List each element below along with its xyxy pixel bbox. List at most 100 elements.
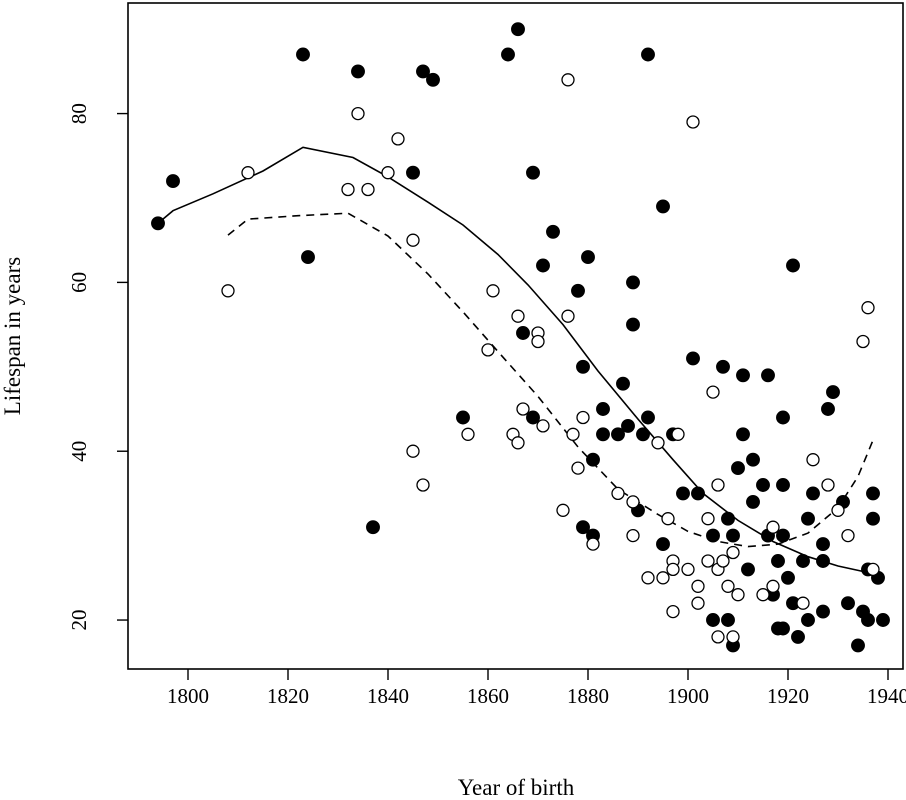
filled-point	[611, 427, 625, 442]
open-point	[561, 73, 575, 87]
filled-point	[426, 72, 440, 87]
filled-point	[866, 486, 880, 501]
filled-point	[656, 537, 670, 552]
open-point	[706, 385, 720, 399]
filled-point	[786, 258, 800, 273]
open-point	[536, 419, 550, 433]
open-point	[866, 562, 880, 577]
open-point	[571, 461, 585, 475]
y-tick-label: 80	[67, 103, 91, 124]
open-point	[856, 334, 870, 349]
filled-point	[796, 554, 810, 568]
filled-point	[771, 554, 785, 568]
dashed-trend-line	[227, 212, 874, 548]
open-point	[481, 343, 495, 357]
filled-point	[516, 326, 530, 340]
open-point	[821, 478, 835, 492]
open-point	[516, 402, 530, 416]
filled-point	[151, 216, 165, 231]
open-point	[361, 182, 375, 197]
filled-point	[621, 418, 635, 433]
filled-point	[416, 64, 430, 79]
open-point	[651, 436, 665, 450]
open-point	[806, 453, 820, 467]
filled-point	[571, 283, 585, 298]
open-point	[566, 427, 580, 441]
open-point	[666, 562, 680, 577]
y-tick-label: 40	[67, 441, 91, 462]
filled-point	[676, 486, 690, 501]
filled-point	[351, 64, 365, 79]
x-tick-label: 1840	[367, 684, 409, 708]
filled-point	[851, 638, 865, 653]
filled-point	[301, 250, 315, 265]
filled-point	[776, 410, 790, 425]
y-axis-title: Lifespan in years	[0, 257, 25, 415]
filled-point	[586, 452, 600, 467]
open-point	[656, 571, 670, 585]
solid-trend-line	[157, 146, 874, 575]
open-point	[511, 309, 525, 323]
filled-point	[596, 427, 610, 442]
filled-point	[636, 427, 650, 442]
x-tick-label: 1900	[667, 684, 709, 708]
y-tick-label: 20	[67, 610, 91, 631]
open-point	[716, 554, 730, 568]
data-points	[151, 22, 890, 653]
filled-point	[826, 385, 840, 400]
open-point	[641, 571, 655, 585]
filled-point	[641, 410, 655, 425]
x-tick-label: 1860	[467, 684, 509, 708]
open-point	[626, 528, 640, 543]
open-point	[796, 596, 810, 610]
open-point	[486, 284, 500, 298]
open-point	[726, 545, 740, 560]
filled-point	[741, 562, 755, 577]
filled-point	[656, 199, 670, 214]
filled-point	[721, 511, 735, 526]
filled-point	[861, 613, 875, 627]
open-point	[691, 596, 705, 610]
open-point	[726, 630, 740, 644]
open-point	[711, 630, 725, 644]
open-point	[711, 478, 725, 492]
filled-point	[581, 250, 595, 265]
x-tick-label: 1880	[567, 684, 609, 708]
filled-point	[821, 402, 835, 416]
open-point	[766, 520, 780, 534]
filled-point	[816, 537, 830, 552]
filled-point	[526, 165, 540, 180]
y-axis: 20 40 60 80	[67, 103, 128, 631]
x-tick-label: 1800	[167, 684, 209, 708]
filled-point	[626, 275, 640, 290]
trend-lines	[157, 146, 874, 575]
filled-point	[536, 258, 550, 273]
filled-point	[706, 613, 720, 627]
plot-frame	[127, 2, 904, 670]
filled-point	[626, 317, 640, 332]
open-point	[406, 444, 420, 458]
open-point	[671, 427, 685, 441]
filled-point	[546, 224, 560, 239]
filled-point	[876, 613, 890, 627]
filled-point	[776, 528, 790, 543]
filled-point	[576, 359, 590, 374]
filled-point	[296, 47, 310, 62]
open-point	[861, 301, 875, 315]
filled-point	[456, 410, 470, 425]
open-point	[561, 309, 575, 323]
open-point	[576, 410, 590, 425]
filled-point	[691, 486, 705, 501]
open-point	[406, 233, 420, 247]
filled-point	[576, 520, 590, 535]
filled-point	[641, 47, 655, 62]
open-point	[221, 284, 235, 298]
filled-point	[511, 22, 525, 37]
open-point	[626, 495, 640, 509]
filled-point	[801, 511, 815, 526]
filled-point	[736, 368, 750, 383]
open-point	[586, 537, 600, 551]
filled-point	[526, 410, 540, 425]
filled-point	[746, 494, 760, 509]
